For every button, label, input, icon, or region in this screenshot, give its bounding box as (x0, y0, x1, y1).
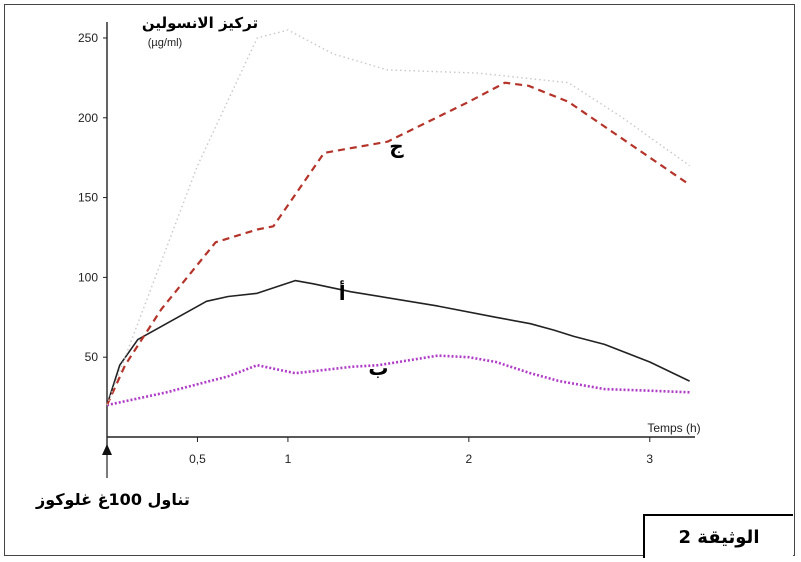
y-tick-label: 150 (78, 191, 98, 205)
figure-frame (4, 4, 795, 556)
series-line-1 (106, 279, 690, 406)
time-zero-arrow (102, 444, 112, 455)
y-tick-label: 250 (78, 31, 98, 45)
y-tick-label: 50 (85, 350, 99, 364)
curve-label-3: ج (389, 134, 404, 158)
y-tick-label: 200 (78, 111, 98, 125)
y-axis-unit: (µg/ml) (148, 37, 182, 49)
y-axis-label: تركيز الانسولين (142, 14, 258, 32)
series-line-4 (106, 29, 691, 406)
x-axis-label: Temps (h) (647, 421, 700, 435)
x-tick-label: 3 (646, 452, 653, 466)
curve-label-2: ب (368, 356, 388, 380)
y-tick-label: 100 (78, 270, 98, 284)
x-tick-label: 2 (466, 452, 473, 466)
series-line-2 (106, 354, 690, 407)
document-label: الوثيقة 2 (643, 514, 793, 558)
x-tick-label: 0,5 (189, 452, 206, 466)
curve-label-1: أ (339, 279, 346, 305)
series-line-3 (105, 81, 691, 406)
glucose-intake-note: تناول 100غ غلوكوز (36, 490, 190, 509)
x-tick-label: 1 (285, 452, 292, 466)
